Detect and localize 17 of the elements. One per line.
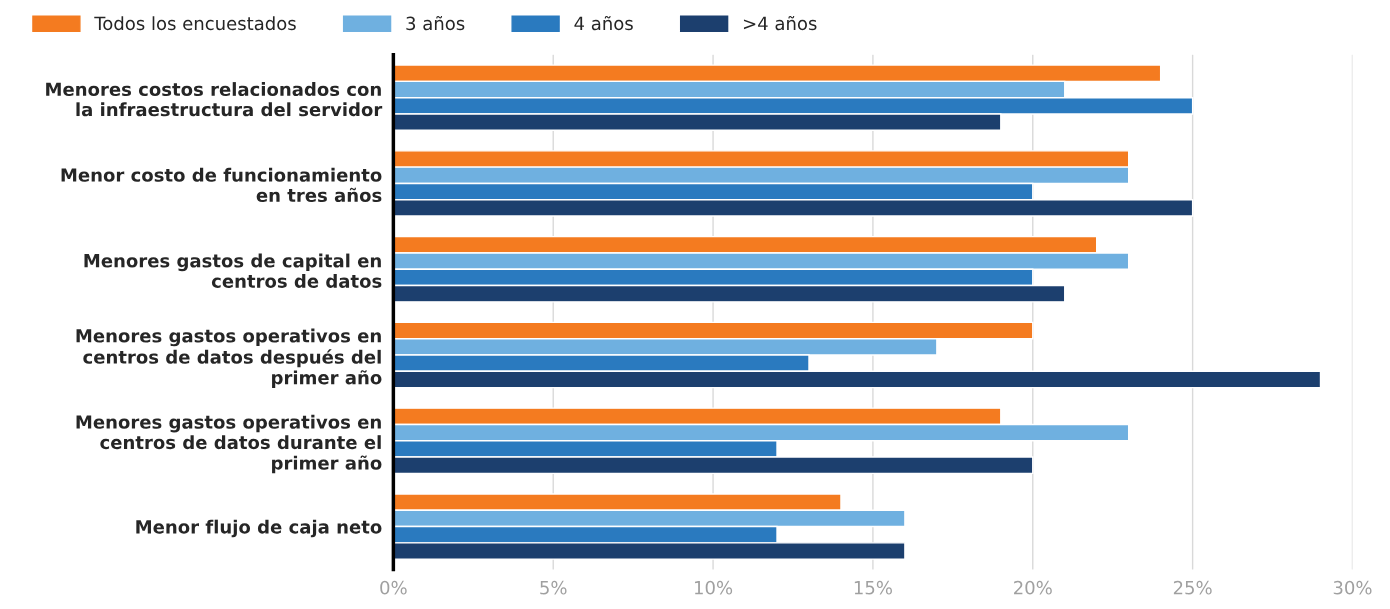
x-tick-label: 10% bbox=[694, 580, 733, 595]
legend-label: >4 años bbox=[743, 15, 817, 31]
x-tick-label: 25% bbox=[1173, 580, 1212, 595]
x-tick-label: 20% bbox=[1014, 580, 1052, 595]
y-tick-label: Menores costos relacionados con la infraestructura del servidor bbox=[46, 82, 383, 117]
legend-label: 3 años bbox=[406, 15, 465, 31]
y-tick-label: Menores gastos de capital en centros de datos bbox=[84, 253, 382, 288]
y-tick-label: Menor flujo de caja neto bbox=[136, 519, 382, 538]
x-tick-label: 15% bbox=[854, 580, 892, 595]
x-tick-label: 5% bbox=[540, 580, 567, 595]
y-tick-label: Menores gastos operativos en centros de datos durante el primer año bbox=[76, 414, 382, 474]
x-tick-label: 30% bbox=[1333, 580, 1372, 595]
y-tick-label: Menores gastos operativos en centros de datos después del primer año bbox=[76, 328, 382, 388]
legend-label: Todos los encuestados bbox=[94, 16, 296, 31]
legend-label: 4 años bbox=[574, 15, 633, 31]
y-tick-label: Menor costo de funcionamiento en tres años bbox=[61, 167, 382, 203]
x-tick-label: 0% bbox=[380, 580, 407, 595]
